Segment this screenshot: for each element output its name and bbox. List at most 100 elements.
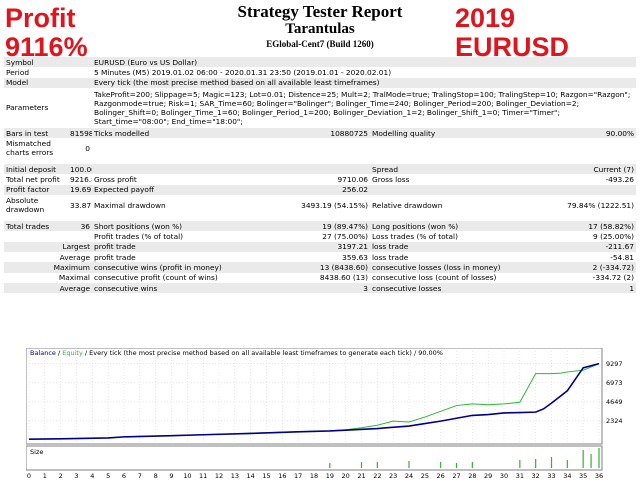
row-largest: Largest profit trade 3197.21 loss trade … (4, 241, 637, 252)
x-tick-label: 15 (262, 472, 270, 480)
size-bars (329, 448, 600, 468)
report-title: Strategy Tester Report (237, 2, 403, 21)
average-profit-label: profit trade (94, 252, 136, 262)
x-tick-label: 16 (278, 472, 286, 480)
legend-separator: / (55, 349, 63, 357)
profit-factor-value: 19.69 (68, 184, 92, 196)
size-bar (550, 457, 553, 468)
balance-line (28, 362, 600, 440)
size-bar (455, 463, 458, 468)
row-period: Period 5 Minutes (M5) 2019.01.02 06:00 -… (4, 67, 636, 77)
x-tick-label: 22 (373, 472, 381, 480)
x-tick-label: 26 (437, 472, 445, 480)
row-net-profit: Total net profit 9216.80 Gross profit 97… (4, 174, 636, 184)
balance-chart: Size 9297 6973 4649 2324 0 1 2 3 4 5 6 7 8 9 10 11 12 13… (26, 348, 632, 480)
row-deposit: Initial deposit 100.00 Spread Current (7… (4, 164, 637, 175)
x-tick-label: 31 (516, 472, 524, 480)
row-maximum: Maximum consecutive wins (profit in mone… (4, 262, 637, 273)
symbol-label: Symbol (4, 57, 68, 68)
gross-loss-value: -493.26 (605, 175, 635, 185)
row-parameters: Parameters TakeProfit=200; Slippage=5; M… (4, 88, 636, 128)
size-plot-frame (26, 445, 603, 471)
maximum-label: Maximum (4, 262, 92, 273)
max-consecutive-wins-label: consecutive wins (profit in money) (92, 262, 228, 273)
net-profit-value: 9216.80 (70, 175, 92, 185)
row-bars: Bars in test 81598 Ticks modelled 108807… (4, 127, 637, 139)
loss-trades-label: Loss trades (% of total) (372, 232, 458, 242)
largest-profit-value: 3197.21 (228, 241, 370, 252)
x-tick-label: 23 (389, 472, 397, 480)
ticks-label: Ticks modelled (92, 127, 228, 139)
row-average: Average profit trade 359.63 loss trade -… (4, 252, 636, 262)
legend-balance: Balance (30, 349, 56, 357)
x-tick-label: 29 (484, 472, 492, 480)
spread-value: Current (7) (500, 164, 637, 175)
spread-label: Spread (370, 164, 500, 175)
deposit-label: Initial deposit (4, 164, 68, 175)
gross-profit-label: Gross profit (94, 175, 137, 185)
x-tick-label: 2 (59, 472, 63, 480)
quality-value: 90.00% (500, 127, 637, 139)
x-tick-label: 35 (579, 472, 587, 480)
maximal-drawdown-value: 3493.19 (54.15%) (301, 200, 368, 210)
expected-payoff-label: Expected payoff (92, 184, 228, 196)
size-label: Size (30, 448, 43, 456)
row-symbol: Symbol EURUSD (Euro vs US Dollar) (4, 57, 637, 68)
long-positions-label: Long positions (won %) (370, 221, 500, 232)
size-bar (598, 448, 600, 468)
model-label: Model (4, 77, 68, 88)
row-profit-factor: Profit factor 19.69 Expected payoff 256.… (4, 184, 637, 196)
gross-profit-value: 9710.06 (337, 175, 368, 185)
avg-consecutive-losses-value: 1 (500, 282, 637, 294)
max-consecutive-loss-value: -334.72 (2) (592, 273, 635, 283)
x-tick-label: 9 (169, 472, 173, 480)
profit-trades-label: Profit trades (% of total) (94, 232, 184, 242)
report-table: Symbol EURUSD (Euro vs US Dollar) Period… (4, 57, 637, 294)
y-tick-labels: 9297 6973 4649 2324 (606, 360, 623, 425)
largest-loss-label: loss trade (370, 241, 500, 252)
size-bar (566, 460, 568, 468)
y-tick-label: 6973 (606, 379, 623, 387)
x-tick-label: 33 (547, 472, 555, 480)
loss-trades-value: 9 (25.00%) (593, 232, 635, 242)
avg-consecutive-wins-label: consecutive wins (92, 282, 228, 294)
x-tick-label: 11 (199, 472, 207, 480)
grid (26, 348, 602, 444)
x-tick-label: 27 (452, 472, 460, 480)
expert-name: Tarantulas (285, 21, 355, 37)
parameters-label: Parameters (6, 103, 49, 113)
net-profit-label: Total net profit (6, 175, 60, 185)
x-tick-label: 19 (326, 472, 334, 480)
x-tick-label: 20 (342, 472, 350, 480)
y-tick-label: 9297 (606, 360, 623, 368)
x-tick-label: 24 (405, 472, 413, 480)
relative-drawdown-value: 79.84% (1222.51) (567, 200, 635, 210)
profit-percent: 9116% (5, 32, 88, 62)
row-model: Model Every tick (the most precise metho… (4, 77, 637, 88)
y-tick-label: 4649 (606, 398, 623, 406)
x-tick-label: 8 (154, 472, 158, 480)
y-tick-label: 2324 (606, 417, 623, 425)
chart-legend: Balance / Equity / Every tick (the most … (30, 349, 443, 357)
size-bar (519, 460, 521, 468)
symbol-overlay: EURUSD (455, 32, 570, 62)
symbol-value: EURUSD (Euro vs US Dollar) (92, 57, 637, 68)
deposit-value: 100.00 (68, 164, 92, 175)
largest-loss-value: -211.67 (500, 241, 637, 252)
x-tick-label: 4 (90, 472, 94, 480)
max-consecutive-losses-value: 2 (-334.72) (500, 262, 637, 273)
x-tick-label: 6 (122, 472, 126, 480)
parameters-value: TakeProfit=200; Slippage=5; Magic=123; L… (94, 89, 631, 126)
max-consecutive-wins-value: 13 (8438.60) (228, 262, 370, 273)
row-profit-trades: Profit trades (% of total) 27 (75.00%) L… (4, 231, 636, 241)
size-bar (471, 462, 473, 468)
row-maximal: Maximal consecutive profit (count of win… (4, 273, 636, 283)
row-total-trades: Total trades 36 Short positions (won %) … (4, 221, 637, 232)
total-trades-label: Total trades (4, 221, 68, 232)
row-average-consecutive: Average consecutive wins 3 consecutive l… (4, 282, 637, 294)
x-tick-label: 14 (247, 472, 255, 480)
size-bar (582, 450, 584, 468)
absolute-drawdown-value: 33.87 (70, 200, 92, 210)
max-consecutive-profit-label: consecutive profit (count of wins) (94, 273, 218, 283)
size-bar (408, 461, 410, 468)
